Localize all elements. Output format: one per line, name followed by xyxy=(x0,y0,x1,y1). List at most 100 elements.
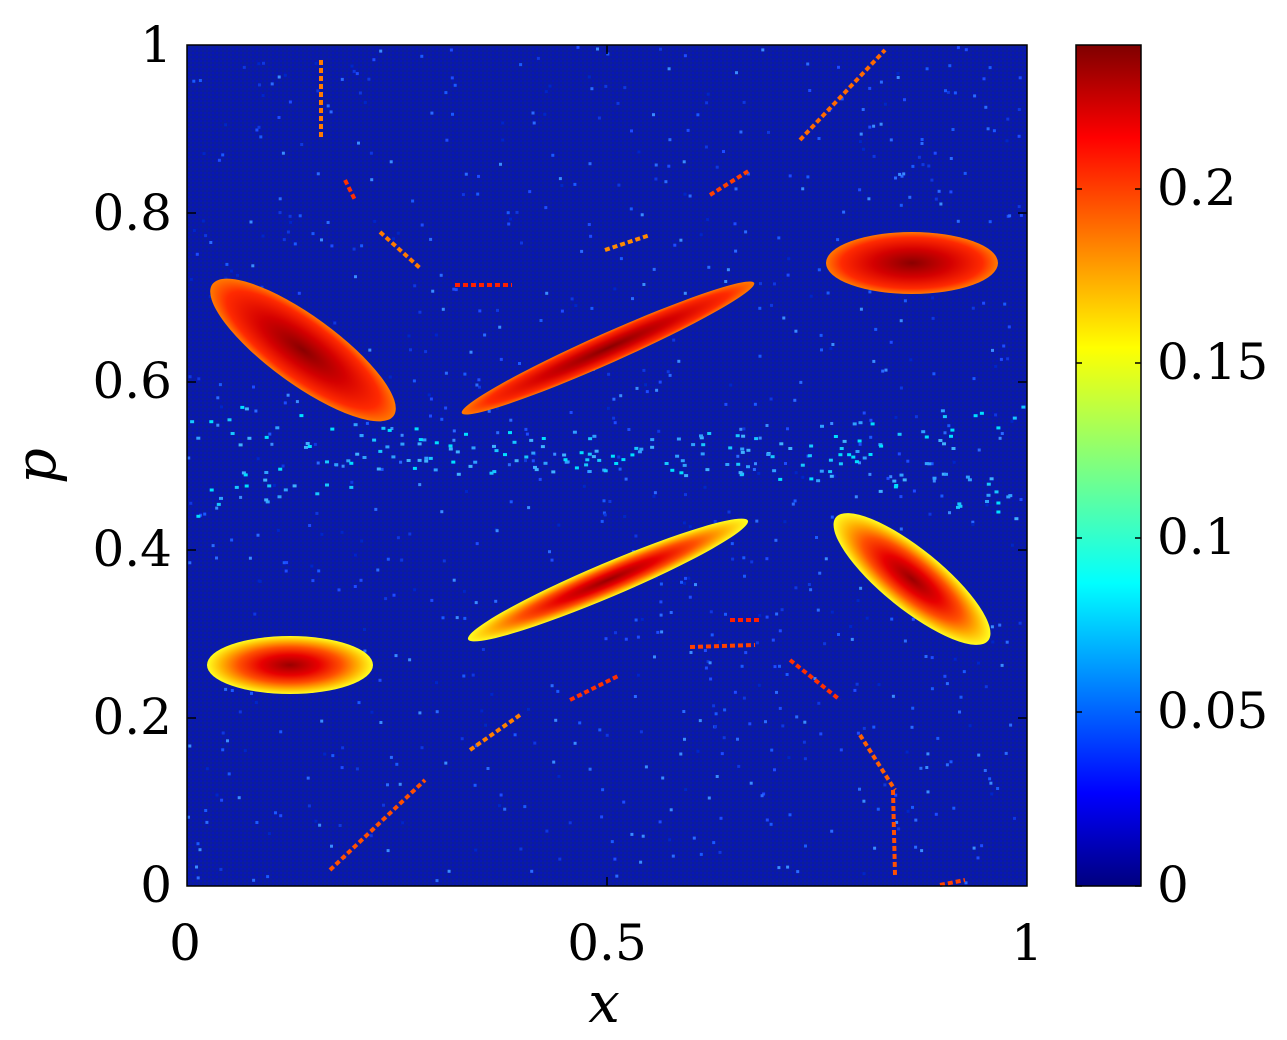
noise-speck xyxy=(849,625,853,628)
noise-speck xyxy=(679,471,684,475)
noise-speck xyxy=(536,56,540,60)
noise-speck xyxy=(513,733,517,737)
noise-speck xyxy=(400,558,404,562)
noise-speck xyxy=(640,617,644,621)
noise-speck xyxy=(279,730,283,734)
noise-speck xyxy=(558,857,562,861)
noise-speck xyxy=(990,792,994,796)
noise-speck xyxy=(573,741,577,745)
noise-speck xyxy=(971,520,975,524)
y-tick-label: 0.4 xyxy=(92,520,172,578)
noise-speck xyxy=(188,744,192,748)
noise-speck xyxy=(300,143,304,146)
noise-speck xyxy=(350,480,354,484)
noise-speck xyxy=(991,348,994,352)
noise-speck xyxy=(668,838,672,842)
noise-speck xyxy=(1008,494,1013,498)
noise-speck xyxy=(722,150,725,153)
noise-speck xyxy=(558,177,562,181)
noise-speck xyxy=(862,799,866,803)
noise-speck xyxy=(548,84,552,88)
noise-speck xyxy=(531,451,536,455)
noise-speck xyxy=(281,151,285,155)
noise-speck xyxy=(545,291,549,295)
streak xyxy=(858,733,897,792)
noise-speck xyxy=(474,744,478,748)
noise-speck xyxy=(742,696,746,700)
noise-speck xyxy=(192,229,196,232)
colorbar-tick-marks xyxy=(1076,188,1141,887)
noise-speck xyxy=(709,677,713,681)
noise-speck xyxy=(858,442,862,446)
noise-speck xyxy=(587,75,591,79)
noise-speck xyxy=(578,721,582,725)
noise-speck xyxy=(743,574,746,578)
noise-speck xyxy=(818,571,822,575)
noise-speck xyxy=(739,427,743,431)
noise-speck xyxy=(956,219,960,223)
noise-speck xyxy=(244,407,249,411)
noise-speck xyxy=(307,804,311,808)
region-upper-middle xyxy=(461,281,755,415)
noise-speck xyxy=(856,731,860,735)
noise-speck xyxy=(658,820,662,824)
noise-speck xyxy=(770,303,773,307)
noise-speck xyxy=(735,71,738,75)
noise-speck xyxy=(930,687,934,691)
noise-speck xyxy=(720,752,724,756)
noise-speck xyxy=(771,638,775,642)
noise-speck xyxy=(806,62,810,66)
noise-speck xyxy=(612,397,616,401)
noise-speck xyxy=(899,203,903,207)
noise-speck xyxy=(418,711,422,715)
noise-speck xyxy=(786,273,790,277)
noise-speck xyxy=(788,447,793,450)
streak xyxy=(343,179,357,201)
noise-speck xyxy=(588,162,592,166)
noise-speck xyxy=(727,510,731,514)
noise-speck xyxy=(398,782,402,786)
noise-speck xyxy=(934,812,938,816)
noise-speck xyxy=(1017,108,1021,111)
noise-speck xyxy=(945,682,949,686)
noise-speck xyxy=(376,467,381,471)
noise-speck xyxy=(624,637,628,641)
noise-speck xyxy=(221,731,225,735)
noise-speck xyxy=(241,471,246,475)
noise-speck xyxy=(791,502,795,506)
noise-speck xyxy=(684,493,687,497)
noise-speck xyxy=(879,122,883,126)
noise-speck xyxy=(187,456,191,460)
noise-speck xyxy=(842,210,846,214)
noise-speck xyxy=(931,316,935,320)
noise-speck xyxy=(495,529,499,533)
noise-speck xyxy=(704,666,708,670)
noise-speck xyxy=(672,338,676,342)
noise-speck xyxy=(1017,134,1021,138)
noise-speck xyxy=(779,442,784,446)
noise-speck xyxy=(424,459,429,463)
noise-speck xyxy=(187,815,190,819)
noise-speck xyxy=(688,525,692,529)
noise-speck xyxy=(399,460,403,464)
noise-speck xyxy=(240,405,245,409)
noise-speck xyxy=(676,437,681,441)
noise-speck xyxy=(316,461,320,465)
noise-speck xyxy=(892,479,897,483)
noise-speck xyxy=(914,845,918,849)
noise-speck xyxy=(234,485,239,489)
noise-speck xyxy=(288,214,292,218)
noise-speck xyxy=(878,489,883,493)
noise-speck xyxy=(682,521,686,525)
noise-layer xyxy=(187,45,1026,885)
noise-speck xyxy=(660,630,664,634)
noise-speck xyxy=(890,617,894,621)
noise-speck xyxy=(331,754,335,758)
noise-speck xyxy=(899,386,903,390)
noise-speck xyxy=(357,701,361,705)
noise-speck xyxy=(921,430,926,434)
noise-speck xyxy=(237,796,241,800)
noise-speck xyxy=(444,91,448,95)
noise-speck xyxy=(800,463,805,467)
noise-speck xyxy=(209,420,214,424)
